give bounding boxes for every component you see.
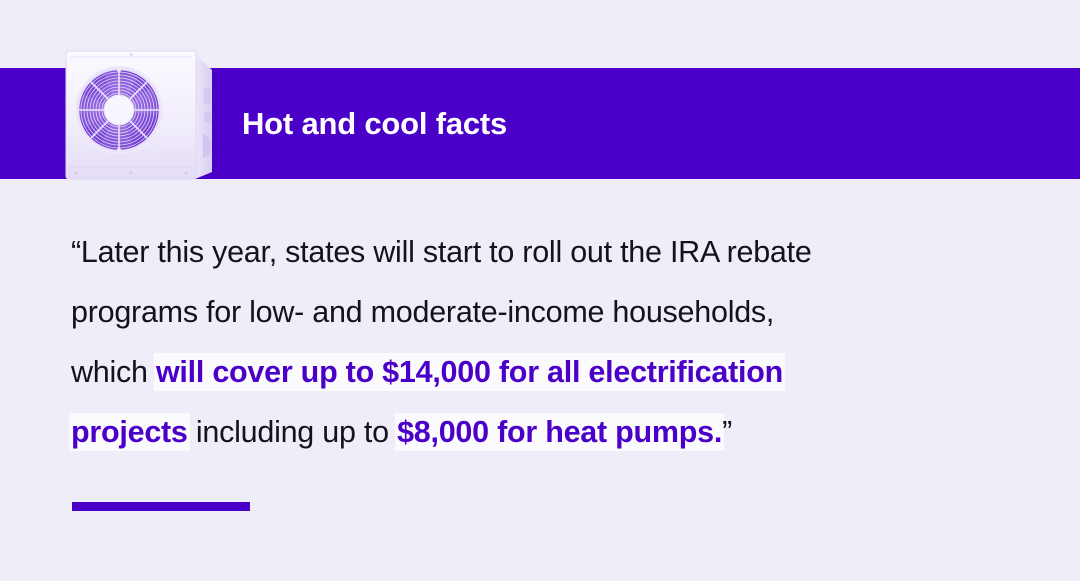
quote-text: which [71, 355, 156, 389]
heat-pump-side-panel [195, 54, 212, 179]
quote-text: “Later this year, states will start to r… [71, 235, 812, 269]
quote-highlight: projects [71, 415, 188, 449]
quote-line-3: which will cover up to $14,000 for all e… [71, 342, 1001, 402]
quote-highlight: $8,000 for heat pumps. [397, 415, 723, 449]
quote-line-1: “Later this year, states will start to r… [71, 222, 1001, 282]
pull-quote: “Later this year, states will start to r… [71, 222, 1001, 462]
quote-line-4: projects including up to $8,000 for heat… [71, 402, 1001, 462]
quote-text: including up to [187, 415, 398, 449]
closing-quote-mark: ” [722, 415, 733, 449]
accent-rule [72, 502, 250, 511]
page-title: Hot and cool facts [242, 106, 508, 141]
quote-text: programs for low- and moderate-income ho… [71, 295, 775, 329]
quote-line-2: programs for low- and moderate-income ho… [71, 282, 1001, 342]
heat-pump-unit-icon [64, 48, 214, 185]
quote-highlight: will cover up to $14,000 for all electri… [155, 355, 783, 389]
fan-grille [75, 66, 163, 154]
